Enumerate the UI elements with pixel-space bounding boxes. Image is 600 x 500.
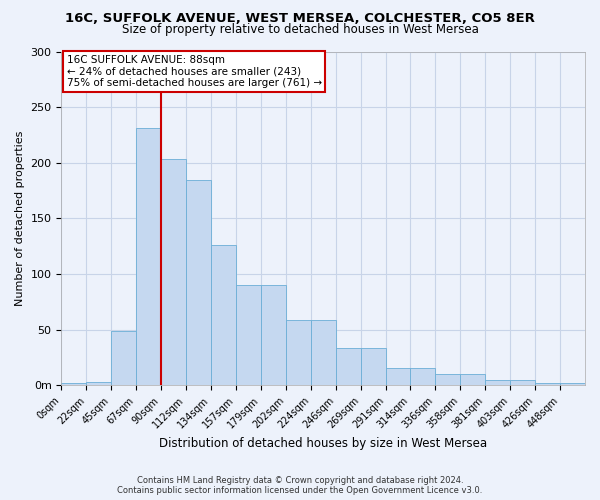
Bar xyxy=(211,245,236,386)
X-axis label: Distribution of detached houses by size in West Mersea: Distribution of detached houses by size … xyxy=(159,437,487,450)
Bar xyxy=(286,320,311,386)
Bar xyxy=(485,380,510,386)
Y-axis label: Number of detached properties: Number of detached properties xyxy=(15,131,25,306)
Bar xyxy=(560,383,585,386)
Bar xyxy=(436,374,460,386)
Bar xyxy=(361,348,386,386)
Bar xyxy=(386,368,410,386)
Bar xyxy=(510,380,535,386)
Bar xyxy=(161,160,186,386)
Bar xyxy=(335,348,361,386)
Bar xyxy=(311,320,335,386)
Bar xyxy=(136,128,161,386)
Bar xyxy=(261,285,286,386)
Text: Size of property relative to detached houses in West Mersea: Size of property relative to detached ho… xyxy=(122,22,478,36)
Bar xyxy=(236,285,261,386)
Bar xyxy=(535,383,560,386)
Bar xyxy=(61,383,86,386)
Text: 16C SUFFOLK AVENUE: 88sqm
← 24% of detached houses are smaller (243)
75% of semi: 16C SUFFOLK AVENUE: 88sqm ← 24% of detac… xyxy=(67,55,322,88)
Bar xyxy=(460,374,485,386)
Text: 16C, SUFFOLK AVENUE, WEST MERSEA, COLCHESTER, CO5 8ER: 16C, SUFFOLK AVENUE, WEST MERSEA, COLCHE… xyxy=(65,12,535,26)
Bar xyxy=(111,331,136,386)
Bar xyxy=(86,382,111,386)
Text: Contains HM Land Registry data © Crown copyright and database right 2024.
Contai: Contains HM Land Registry data © Crown c… xyxy=(118,476,482,495)
Bar xyxy=(186,180,211,386)
Bar xyxy=(410,368,436,386)
